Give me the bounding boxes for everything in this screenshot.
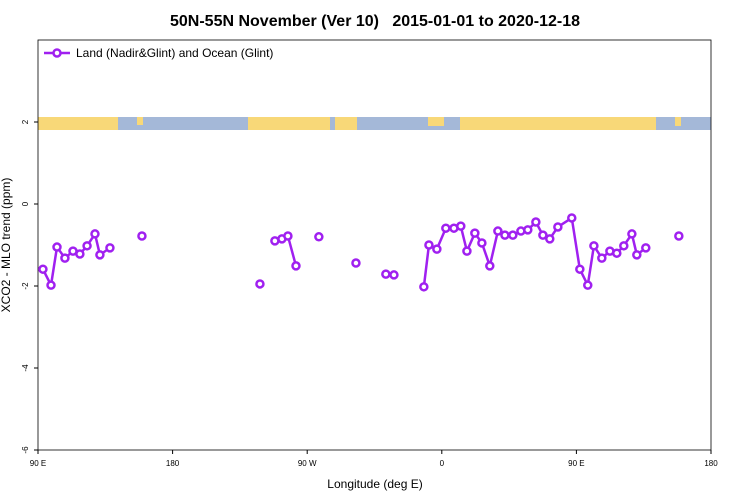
data-point xyxy=(75,249,85,259)
y-tick-label: 2 xyxy=(21,119,30,124)
data-point xyxy=(477,238,487,248)
data-point xyxy=(456,221,466,231)
x-tick-label: 90 W xyxy=(298,459,317,468)
land-band xyxy=(137,117,143,125)
data-point xyxy=(674,231,684,241)
data-point xyxy=(137,231,147,241)
data-point xyxy=(627,229,637,239)
data-point xyxy=(255,279,265,289)
x-axis-label: Longitude (deg E) xyxy=(327,477,422,491)
data-point xyxy=(485,261,495,271)
data-point xyxy=(523,225,533,235)
data-point xyxy=(538,230,548,240)
data-point xyxy=(95,250,105,260)
data-point xyxy=(424,240,434,250)
data-point xyxy=(46,280,56,290)
data-point xyxy=(545,234,555,244)
plot-frame xyxy=(37,39,712,451)
data-point xyxy=(291,261,301,271)
land-band xyxy=(248,117,330,130)
legend-marker xyxy=(52,48,62,58)
land-band xyxy=(675,117,681,126)
land-ocean-band xyxy=(38,117,711,130)
y-tick-label: -2 xyxy=(21,282,30,290)
data-point xyxy=(105,243,115,253)
data-point xyxy=(419,282,429,292)
data-point xyxy=(90,229,100,239)
data-point xyxy=(432,244,442,254)
legend-label: Land (Nadir&Glint) and Ocean (Glint) xyxy=(76,46,273,60)
data-point xyxy=(641,243,651,253)
data-point xyxy=(381,269,391,279)
series-line xyxy=(43,218,679,287)
data-point xyxy=(470,228,480,238)
data-point xyxy=(597,253,607,263)
land-band xyxy=(428,117,444,126)
y-tick-label: -4 xyxy=(21,364,30,372)
data-point xyxy=(52,242,62,252)
data-point xyxy=(508,230,518,240)
data-point xyxy=(589,241,599,251)
data-point xyxy=(82,241,92,251)
data-point xyxy=(493,226,503,236)
data-point xyxy=(619,241,629,251)
y-axis-label: XCO2 - MLO trend (ppm) xyxy=(0,178,13,313)
data-point xyxy=(314,232,324,242)
land-band xyxy=(38,117,118,130)
x-tick-label: 90 E xyxy=(30,459,46,468)
y-tick-label: -6 xyxy=(21,446,30,454)
data-point xyxy=(531,217,541,227)
y-tick-label: 0 xyxy=(21,201,30,206)
data-point xyxy=(38,264,48,274)
x-tick-label: 90 E xyxy=(568,459,584,468)
x-tick-label: 0 xyxy=(440,459,445,468)
data-point xyxy=(567,213,577,223)
data-point xyxy=(389,270,399,280)
land-band xyxy=(335,117,357,130)
data-point xyxy=(583,280,593,290)
land-band xyxy=(460,117,656,130)
data-point xyxy=(612,248,622,258)
chart-title: 50N-55N November (Ver 10) 2015-01-01 to … xyxy=(170,13,580,30)
data-point xyxy=(60,253,70,263)
data-point xyxy=(462,246,472,256)
data-point xyxy=(575,264,585,274)
x-tick-label: 180 xyxy=(704,459,718,468)
data-point xyxy=(632,250,642,260)
data-point xyxy=(500,230,510,240)
data-point xyxy=(553,222,563,232)
x-tick-label: 180 xyxy=(166,459,180,468)
data-point xyxy=(441,223,451,233)
data-point xyxy=(283,231,293,241)
data-point xyxy=(351,258,361,268)
